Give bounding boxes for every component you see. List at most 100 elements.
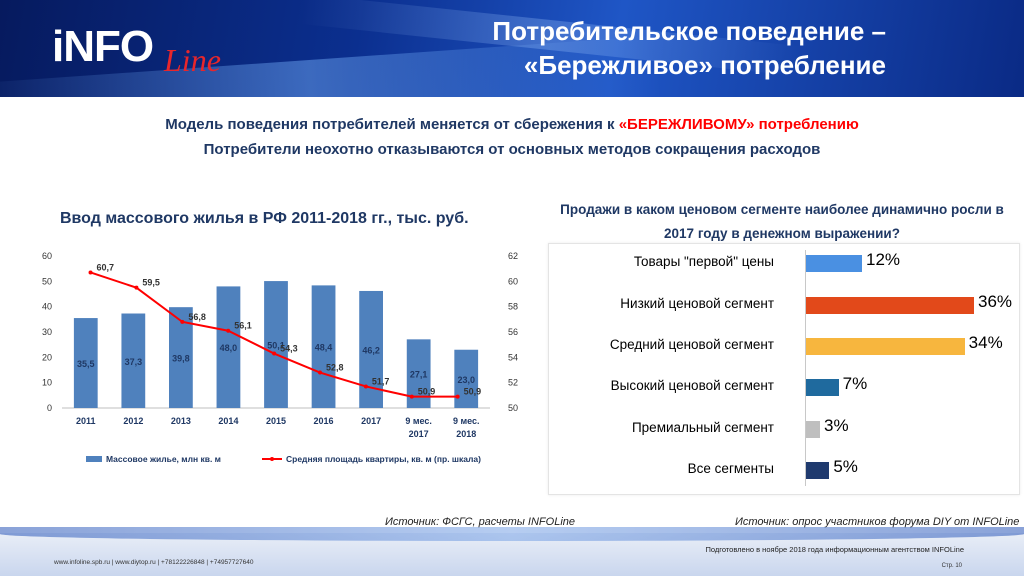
hbar-category-label: Высокий ценовой сегмент [610, 378, 774, 393]
logo-sub: Line [164, 42, 221, 78]
bar [454, 349, 479, 408]
x-tick-label: 2018 [456, 429, 476, 439]
bar [359, 290, 383, 408]
line-data-label: 60,7 [97, 262, 115, 272]
page-title: Потребительское поведение – «Бережливое»… [366, 14, 886, 82]
hbar-category-label: Низкий ценовой сегмент [620, 296, 774, 311]
hbar [806, 379, 839, 396]
left-chart-title: Ввод массового жилья в РФ 2011-2018 гг.,… [60, 210, 469, 227]
legend-bar-label: Массовое жилье, млн кв. м [106, 454, 221, 464]
line-data-label: 51,7 [372, 376, 390, 386]
hbar-value-label: 36% [978, 292, 1013, 311]
line-point [317, 370, 322, 375]
bar [121, 313, 146, 408]
right-axis-tick: 54 [508, 352, 518, 362]
left-axis-tick: 20 [42, 352, 52, 362]
bar [73, 318, 98, 408]
left-axis-tick: 60 [42, 251, 52, 261]
right-chart-source: Источник: опрос участников форума DIY от… [735, 516, 1020, 528]
hbar-row: Средний ценовой сегмент 34% [549, 333, 1019, 357]
x-tick-label: 2011 [76, 416, 96, 426]
bar-data-label: 27,1 [410, 370, 428, 380]
bar-data-label: 48,4 [315, 343, 333, 353]
hbar [806, 255, 862, 272]
hbar-category-label: Средний ценовой сегмент [609, 337, 774, 352]
legend-line-label: Средняя площадь квартиры, кв. м (пр. шка… [286, 454, 481, 464]
hbar-value-label: 12% [866, 250, 901, 269]
intro-line1-highlight: «БЕРЕЖЛИВОМУ» потреблению [618, 116, 859, 133]
page-title-line2: «Бережливое» потребление [523, 50, 886, 80]
page-title-line1: Потребительское поведение – [492, 16, 886, 46]
bar-data-label: 46,2 [362, 345, 380, 355]
hbar-row: Товары "первой" цены 12% [549, 250, 1019, 274]
bar-data-label: 50,1 [267, 341, 285, 351]
footer-wave [0, 527, 1024, 541]
hbar [806, 421, 820, 438]
bar [311, 285, 336, 408]
hbar-row: Низкий ценовой сегмент 36% [549, 292, 1019, 316]
intro-line1-text: Модель поведения потребителей меняется о… [165, 116, 619, 133]
line-point [363, 384, 368, 389]
left-axis-tick: 10 [42, 378, 52, 388]
x-tick-label: 2012 [123, 416, 143, 426]
right-axis-tick: 52 [508, 378, 518, 388]
line-point [134, 285, 139, 290]
right-axis-tick: 60 [508, 276, 518, 286]
hbar-category-label: Премиальный сегмент [631, 420, 774, 435]
right-axis-tick: 56 [508, 327, 518, 337]
intro-line2: Потребители неохотно отказываются от осн… [203, 141, 821, 158]
left-axis-tick: 50 [42, 276, 52, 286]
hbar-category-label: Товары "первой" цены [633, 254, 774, 269]
right-chart: Товары "первой" цены 12% Низкий ценовой се… [548, 243, 1020, 495]
line-point [409, 394, 414, 399]
bar [264, 281, 288, 408]
x-tick-label: 2013 [171, 416, 191, 426]
footer-contacts: www.infoline.spb.ru | www.diytop.ru | +7… [54, 559, 254, 566]
line-data-label: 50,9 [464, 387, 482, 397]
left-axis-tick: 40 [42, 302, 52, 312]
footer: www.infoline.spb.ru | www.diytop.ru | +7… [0, 527, 1024, 576]
legend-bar-swatch [86, 456, 102, 462]
hbar-row: Премиальный сегмент 3% [549, 416, 1019, 440]
left-chart-source: Источник: ФСГС, расчеты INFOLine [385, 516, 576, 528]
footer-prepared: Подготовлено в ноябре 2018 года информац… [705, 545, 964, 554]
hbar [806, 297, 974, 314]
right-axis-tick: 62 [508, 251, 518, 261]
x-tick-label: 2014 [218, 416, 238, 426]
hbar-row: Все сегменты 5% [549, 457, 1019, 481]
hbar-value-label: 3% [824, 416, 849, 435]
hbar-row: Высокий ценовой сегмент 7% [549, 374, 1019, 398]
hbar [806, 462, 830, 479]
hbar-value-label: 34% [968, 333, 1003, 352]
x-tick-label: 2017 [409, 429, 429, 439]
right-chart-title: Продажи в каком ценовом сегменте наиболе… [560, 202, 1004, 241]
line-data-label: 56,8 [188, 312, 206, 322]
header-banner: iNFO Line Потребительское поведение – «Б… [0, 0, 1024, 97]
line-data-label: 50,9 [418, 387, 436, 397]
left-axis-tick: 30 [42, 327, 52, 337]
line-data-label: 56,1 [234, 321, 252, 331]
line-point [272, 351, 277, 356]
x-tick-label: 9 мес. [405, 416, 432, 426]
line-data-label: 52,8 [326, 363, 344, 373]
hbar-value-label: 7% [842, 374, 868, 393]
left-chart: 0 10 20 30 40 50 60 50 52 54 56 58 60 62 35,5 37,3 39,8 4… [42, 251, 518, 464]
right-axis-tick: 58 [508, 302, 518, 312]
x-tick-label: 2016 [314, 416, 334, 426]
intro-line1: Модель поведения потребителей меняется о… [0, 116, 1024, 133]
hbar-category-label: Все сегменты [687, 461, 774, 476]
left-axis-tick: 0 [47, 403, 52, 413]
bar-data-label: 37,3 [125, 357, 143, 367]
line-point [226, 328, 231, 333]
logo-main: iNFO [52, 22, 154, 71]
bar [216, 286, 241, 408]
line-point [88, 270, 93, 275]
right-axis-tick: 50 [508, 403, 518, 413]
x-tick-label: 9 мес. [453, 416, 480, 426]
bar [169, 307, 193, 408]
line-data-label: 59,5 [142, 278, 160, 288]
bar [406, 339, 431, 408]
bar-data-label: 48,0 [220, 343, 238, 353]
x-tick-label: 2017 [361, 416, 381, 426]
hbar-value-label: 5% [833, 457, 858, 476]
